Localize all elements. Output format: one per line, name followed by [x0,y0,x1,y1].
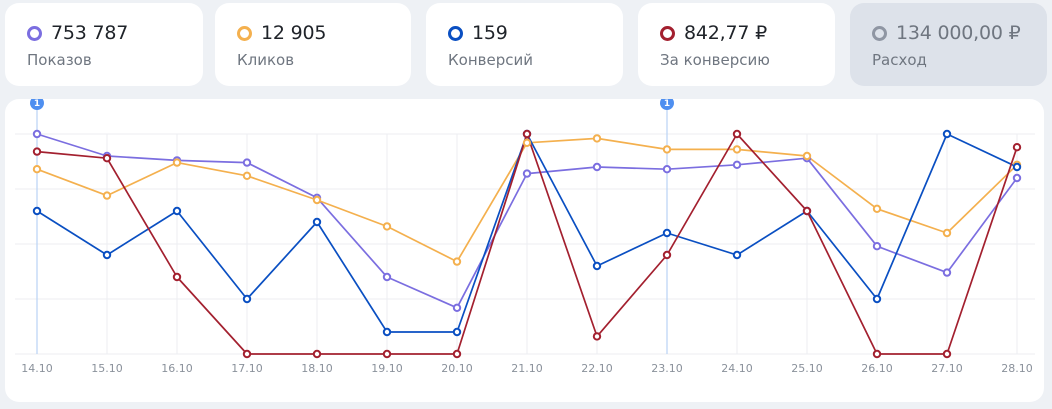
spend-dot-icon [872,25,887,41]
metric-card-impressions[interactable]: 753 787 Показов [5,3,203,86]
data-point [242,294,252,304]
data-point [452,349,462,359]
data-point [522,138,532,147]
x-tick-label: 22.10 [581,362,613,375]
data-point [242,158,252,167]
cost-per-conversion-dot-icon [660,25,675,41]
x-tick-label: 25.10 [791,362,823,375]
conversions-value: 159 [472,22,508,44]
x-tick-label: 19.10 [371,362,403,375]
x-tick-label: 14.10 [21,362,53,375]
data-point [32,129,42,139]
impressions-value: 753 787 [51,22,129,44]
x-tick-label: 28.10 [1001,362,1033,375]
data-point [802,206,812,216]
data-point [312,195,322,205]
chart-panel: 1 1 14.10 15.10 16.10 17.10 18.10 19.10 20.10 21.… [5,99,1044,402]
x-tick-label: 24.10 [721,362,753,375]
data-point [942,228,952,238]
metric-card-cost-per-conversion[interactable]: 842,77 ₽ За конверсию [638,3,835,86]
spend-label: Расход [872,51,927,69]
metric-card-spend[interactable]: 134 000,00 ₽ Расход [850,3,1047,86]
x-tick-label: 17.10 [231,362,263,375]
data-point [592,134,602,143]
x-tick-label: 27.10 [931,362,963,375]
data-point [662,145,672,154]
data-point [312,217,322,227]
clicks-value: 12 905 [261,22,327,44]
data-point [662,228,672,238]
event-marker-label: 1 [664,99,670,109]
data-point [452,257,462,266]
data-point [102,154,112,163]
event-marker-badge [660,99,674,110]
data-point [662,250,672,260]
conversions-label: Конверсий [448,51,533,69]
data-point [242,349,252,359]
x-tick-label: 26.10 [861,362,893,375]
clicks-dot-icon [237,25,252,41]
impressions-label: Показов [27,51,92,69]
data-point [242,171,252,181]
data-point [32,206,42,216]
metric-card-conversions[interactable]: 159 Конверсий [426,3,623,86]
x-tick-label: 23.10 [651,362,683,375]
data-point [732,250,742,260]
conversions-dot-icon [448,25,463,41]
data-point [872,242,882,251]
data-point [172,206,182,216]
data-point [172,272,182,282]
line-chart: 1 1 14.10 15.10 16.10 17.10 18.10 19.10 20.10 21.… [15,99,1035,375]
data-point [522,129,532,139]
data-point [592,162,602,172]
data-point [522,169,532,178]
data-point [1012,143,1022,152]
event-marker-badge [30,99,44,110]
data-point [872,294,882,304]
clicks-label: Кликов [237,51,295,69]
data-point [942,268,952,277]
data-point [102,191,112,200]
data-point [452,303,462,313]
data-point [172,158,182,167]
data-point [732,129,742,139]
data-point [102,250,112,260]
data-point [592,261,602,271]
impressions-dot-icon [27,25,42,41]
data-point [942,349,952,359]
data-point [382,349,392,359]
data-point [382,272,392,282]
data-point [732,160,742,170]
spend-value: 134 000,00 ₽ [896,22,1021,44]
data-point [592,332,602,341]
data-point [802,151,812,161]
data-point [382,222,392,231]
data-point [872,204,882,214]
data-point [32,165,42,174]
cost-per-conversion-value: 842,77 ₽ [684,22,768,44]
metric-card-clicks[interactable]: 12 905 Кликов [215,3,411,86]
x-tick-label: 21.10 [511,362,543,375]
data-point [662,165,672,174]
cost-per-conversion-label: За конверсию [660,51,770,69]
data-point [382,327,392,337]
x-tick-label: 16.10 [161,362,193,375]
data-point [1012,162,1022,172]
data-point [872,349,882,359]
data-point [312,349,322,359]
data-point [452,327,462,337]
data-point [942,129,952,139]
x-tick-label: 15.10 [91,362,123,375]
x-tick-label: 18.10 [301,362,333,375]
data-point [32,147,42,156]
data-point [732,145,742,154]
x-tick-label: 20.10 [441,362,473,375]
data-point [1012,173,1022,183]
event-marker-label: 1 [34,99,40,109]
